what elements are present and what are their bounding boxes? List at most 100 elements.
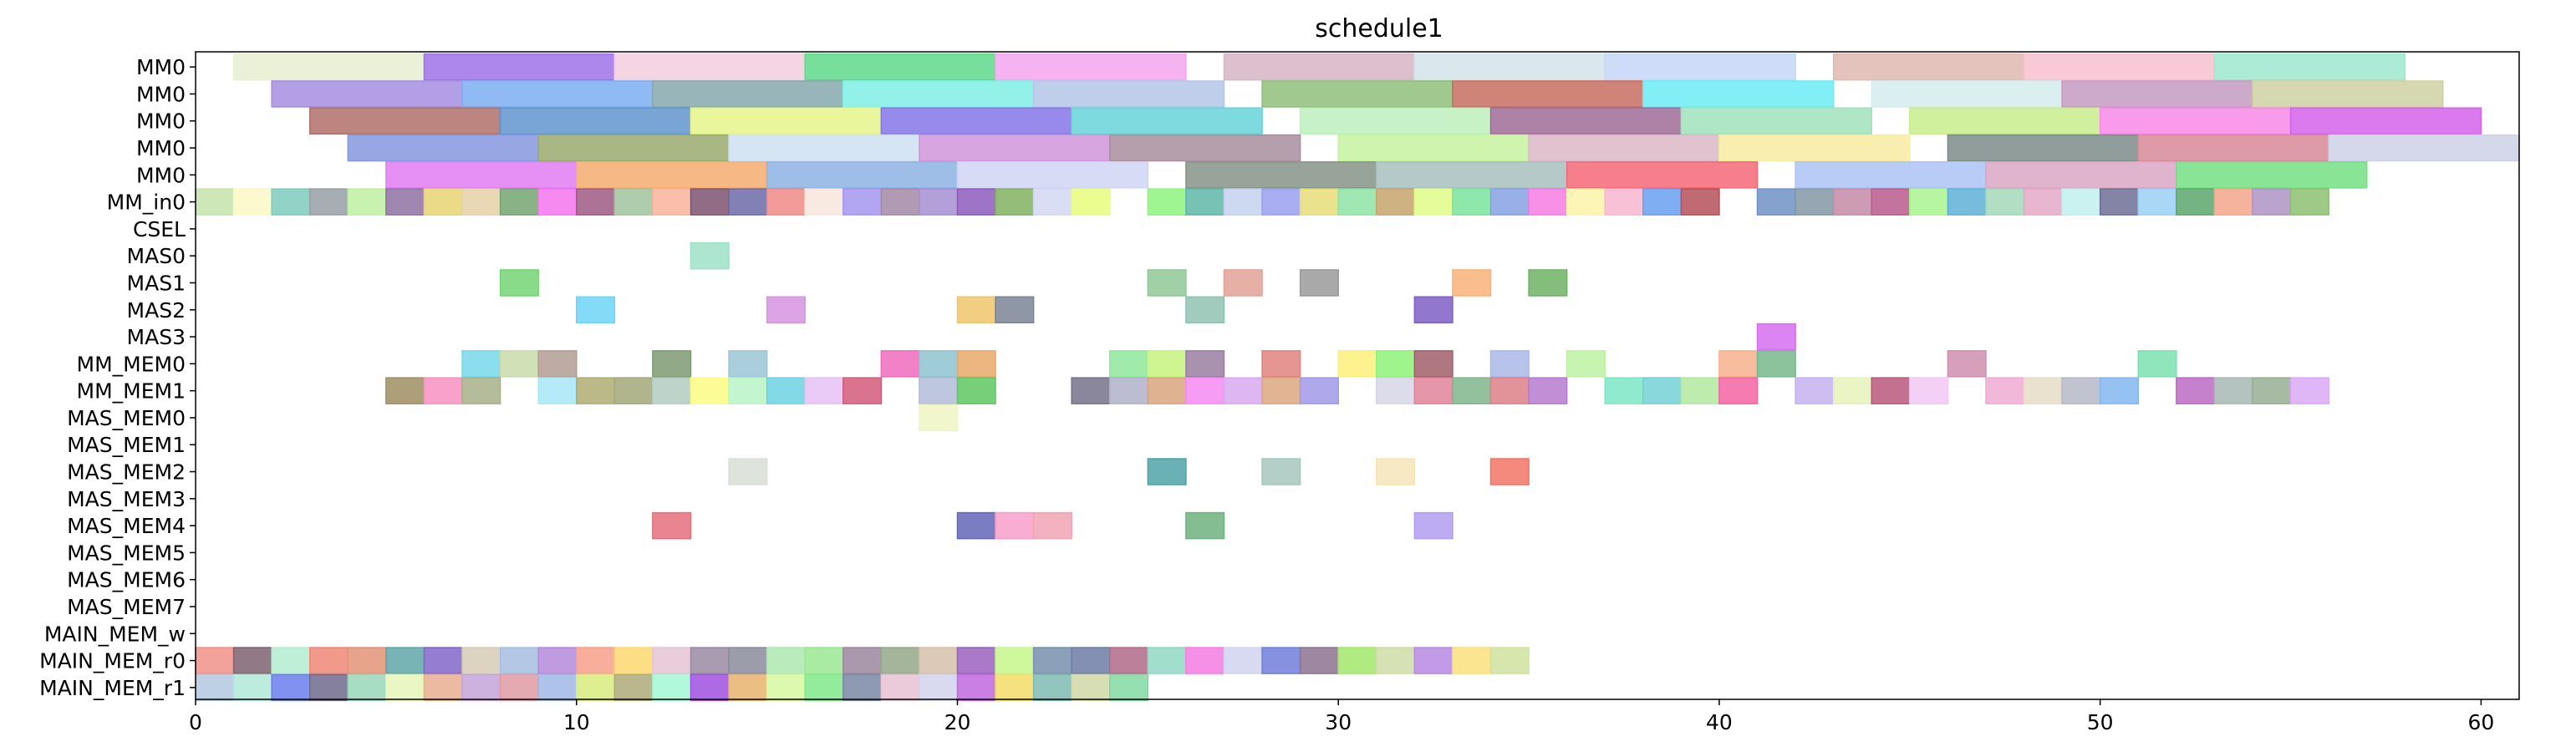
task-bar bbox=[1909, 188, 1949, 216]
task-bar bbox=[1604, 53, 1796, 81]
task-bar bbox=[1642, 377, 1683, 404]
y-tick-label: MAS_MEM7 bbox=[67, 595, 186, 619]
task-bar bbox=[1109, 350, 1149, 378]
task-bar bbox=[537, 647, 578, 674]
task-bar bbox=[804, 647, 844, 674]
task-bar bbox=[956, 188, 996, 216]
task-bar bbox=[1489, 458, 1530, 485]
task-bar bbox=[575, 377, 616, 404]
task-bar bbox=[1489, 107, 1683, 135]
task-bar bbox=[843, 673, 883, 702]
x-tick-label: 60 bbox=[2468, 710, 2495, 734]
y-tick-label: MAS_MEM5 bbox=[67, 541, 186, 565]
plot-frame bbox=[195, 51, 2520, 700]
task-bar bbox=[1452, 269, 1492, 297]
task-bar bbox=[956, 161, 1149, 189]
task-bar bbox=[1147, 350, 1187, 378]
task-bar bbox=[956, 350, 996, 378]
task-bar bbox=[1185, 161, 1377, 189]
task-bar bbox=[1795, 188, 1835, 216]
task-bar bbox=[1223, 269, 1263, 297]
task-bar bbox=[1489, 647, 1530, 674]
task-bar bbox=[1947, 350, 1987, 378]
task-bar bbox=[1489, 377, 1530, 404]
y-tick-label: MAS_MEM2 bbox=[67, 460, 186, 485]
task-bar bbox=[613, 647, 654, 674]
task-bar bbox=[1376, 647, 1416, 674]
y-tick-label: MAIN_MEM_r0 bbox=[39, 649, 186, 673]
task-bar bbox=[1756, 188, 1796, 216]
task-bar bbox=[690, 241, 730, 270]
task-bar bbox=[1299, 107, 1492, 135]
task-bar bbox=[804, 53, 996, 81]
task-bar bbox=[2061, 188, 2101, 216]
task-bar bbox=[385, 377, 425, 404]
task-bar bbox=[1832, 188, 1872, 216]
task-bar bbox=[1223, 647, 1263, 674]
task-bar bbox=[1185, 511, 1225, 540]
task-bar bbox=[308, 647, 349, 674]
task-bar bbox=[1871, 377, 1911, 404]
task-bar bbox=[461, 80, 654, 108]
task-bar bbox=[575, 296, 616, 324]
task-bar bbox=[1185, 647, 1225, 674]
task-bar bbox=[537, 350, 578, 378]
task-bar bbox=[919, 188, 959, 216]
task-bar bbox=[461, 377, 501, 404]
task-bar bbox=[1871, 80, 2063, 108]
x-axis: 0 10 20 30 40 50 60 bbox=[189, 699, 2494, 734]
task-bar bbox=[728, 134, 920, 162]
task-bar bbox=[956, 673, 996, 702]
task-bar bbox=[690, 188, 730, 216]
task-bar bbox=[995, 188, 1035, 216]
task-bar bbox=[271, 80, 463, 108]
y-tick-label: MAS2 bbox=[127, 298, 186, 323]
task-bar bbox=[1071, 647, 1111, 674]
task-bar bbox=[956, 296, 996, 324]
task-bar bbox=[690, 377, 730, 404]
task-bar bbox=[1337, 647, 1377, 674]
task-bar bbox=[2061, 80, 2253, 108]
task-bar bbox=[766, 377, 806, 404]
task-bar bbox=[423, 188, 463, 216]
task-bar bbox=[195, 647, 235, 674]
task-bar bbox=[1947, 188, 1987, 216]
task-bar bbox=[499, 188, 539, 216]
y-tick-label: MM_in0 bbox=[107, 191, 186, 215]
task-bar bbox=[347, 647, 387, 674]
task-bar bbox=[499, 269, 539, 297]
y-tick-label: MAS_MEM0 bbox=[67, 406, 186, 430]
task-bar bbox=[766, 161, 959, 189]
task-bar bbox=[1185, 296, 1225, 324]
task-bar bbox=[1489, 188, 1530, 216]
task-bar bbox=[1109, 134, 1301, 162]
task-bar bbox=[652, 350, 692, 378]
task-bar bbox=[652, 647, 692, 674]
task-bars bbox=[195, 53, 2520, 702]
task-bar bbox=[423, 673, 463, 702]
task-bar bbox=[2176, 188, 2216, 216]
task-bar bbox=[956, 511, 996, 540]
task-bar bbox=[1528, 134, 1720, 162]
task-bar bbox=[919, 673, 959, 702]
task-bar bbox=[956, 377, 996, 404]
task-bar bbox=[1528, 269, 1568, 297]
task-bar bbox=[1718, 350, 1759, 378]
task-bar bbox=[385, 673, 425, 702]
task-bar bbox=[1299, 647, 1339, 674]
task-bar bbox=[728, 377, 768, 404]
task-bar bbox=[995, 647, 1035, 674]
y-tick-label: MAIN_MEM_w bbox=[44, 622, 186, 646]
task-bar bbox=[232, 188, 272, 216]
task-bar bbox=[613, 377, 654, 404]
task-bar bbox=[1261, 647, 1301, 674]
task-bar bbox=[1261, 350, 1301, 378]
task-bar bbox=[995, 511, 1035, 540]
task-bar bbox=[995, 673, 1035, 702]
task-bar bbox=[1071, 188, 1111, 216]
task-bar bbox=[232, 673, 272, 702]
task-bar bbox=[1985, 377, 2025, 404]
task-bar bbox=[2252, 188, 2292, 216]
task-bar bbox=[271, 673, 311, 702]
